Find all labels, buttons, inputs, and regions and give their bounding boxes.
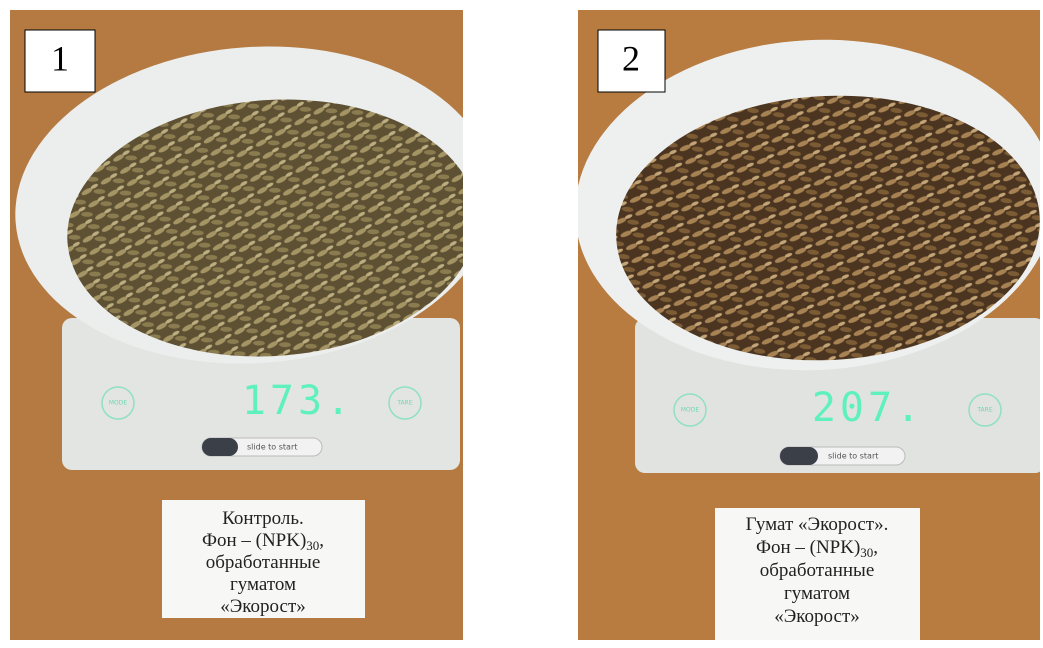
label-line: Фон – (NPK)30, [756,537,878,560]
label-line: Контроль. [222,508,304,529]
label-card: Контроль. Фон – (NPK)30, обработанные гу… [162,500,365,618]
slider-knob [202,438,238,456]
label-line: «Экорост» [220,596,306,617]
label-card: Гумат «Экорост». Фон – (NPK)30, обработа… [715,508,920,640]
panel-number: 1 [51,38,69,78]
label-line: гуматом [230,574,296,595]
slider-label: slide to start [828,452,878,461]
label-line: «Экорост» [774,606,860,627]
label-line: обработанные [760,560,875,581]
scale-display: 173. [242,378,354,424]
photo-collage: MODE TARE 173. slide to start Контроль. … [0,0,1043,648]
photo-1: MODE TARE 173. slide to start Контроль. … [5,10,506,640]
tare-label: TARE [976,407,992,414]
label-line: обработанные [206,552,321,573]
label-line: гуматом [784,583,850,604]
scale-display: 207. [812,385,924,431]
label-line: Фон – (NPK)30, [202,530,324,553]
label-line: Гумат «Экорост». [746,514,889,535]
slider-knob [780,447,818,465]
panel-number: 2 [622,38,640,78]
photo-2: MODE TARE 207. slide to start Гумат «Эко… [567,10,1043,640]
tare-label: TARE [396,400,412,407]
slider-label: slide to start [247,443,297,452]
mode-label: MODE [681,407,700,414]
mode-label: MODE [109,400,128,407]
